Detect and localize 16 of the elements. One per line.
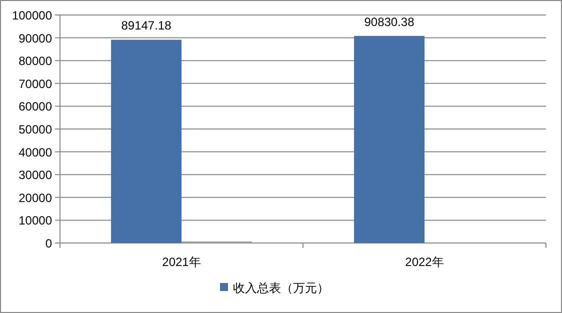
data-label: 90830.38	[364, 14, 415, 29]
y-tick-label: 100000	[12, 8, 52, 22]
y-tick-label: 0	[45, 236, 52, 250]
y-tick-label: 80000	[18, 54, 52, 68]
y-tick-label: 30000	[18, 168, 52, 182]
data-label: 89147.18	[121, 18, 172, 33]
y-tick-label: 20000	[18, 190, 52, 205]
y-tick-label: 60000	[18, 100, 52, 114]
y-tick-label: 40000	[18, 145, 52, 160]
legend: 收入总表（万元）	[220, 281, 329, 295]
y-tick-label: 70000	[18, 76, 52, 91]
y-tick-label: 10000	[18, 214, 52, 228]
y-tick-label: 90000	[18, 31, 52, 46]
x-tick-label: 2022年	[405, 255, 444, 269]
y-tick-label: 50000	[18, 122, 52, 136]
x-tick-label: 2021年	[162, 255, 201, 269]
